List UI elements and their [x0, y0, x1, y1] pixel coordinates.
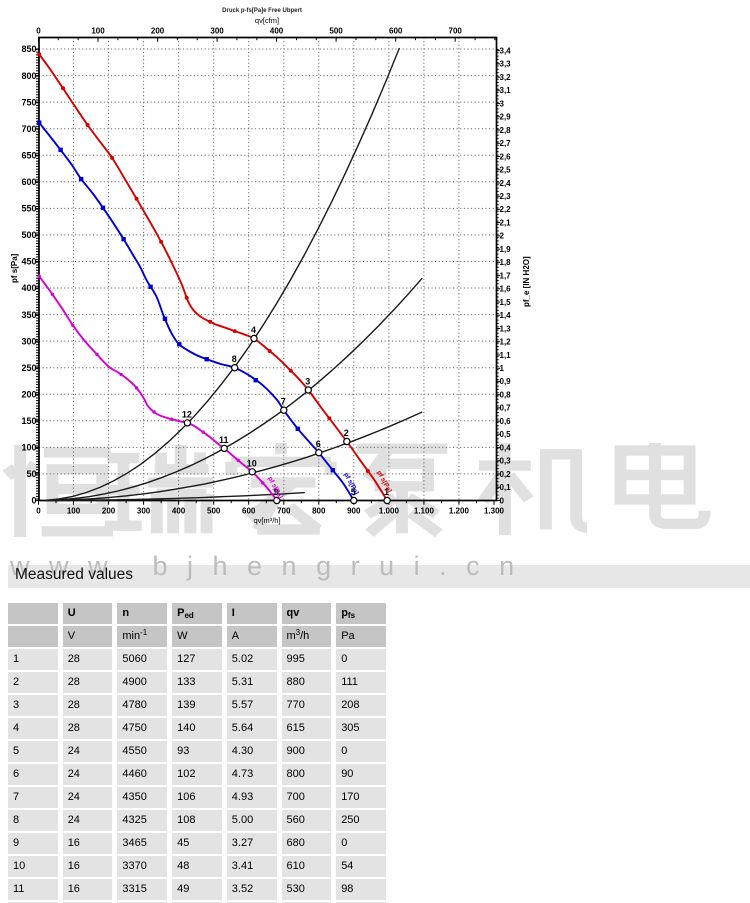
- svg-text:2,3: 2,3: [500, 192, 512, 201]
- svg-text:3,3: 3,3: [500, 60, 512, 69]
- svg-text:0,4: 0,4: [500, 443, 512, 452]
- svg-text:0,6: 0,6: [500, 417, 512, 426]
- svg-text:8: 8: [232, 354, 237, 364]
- svg-text:0: 0: [36, 507, 41, 516]
- svg-text:1.300: 1.300: [484, 507, 505, 516]
- svg-text:500: 500: [21, 230, 36, 240]
- svg-text:800: 800: [312, 507, 326, 516]
- svg-text:0,2: 0,2: [500, 470, 512, 479]
- svg-text:1,3: 1,3: [500, 324, 512, 333]
- svg-text:300: 300: [210, 27, 224, 36]
- svg-text:700: 700: [21, 124, 36, 134]
- svg-text:3,1: 3,1: [500, 86, 512, 95]
- svg-text:600: 600: [242, 507, 256, 516]
- svg-text:2,1: 2,1: [500, 218, 512, 227]
- svg-text:Druck p-fs[Pa]e Free Ubpert: Druck p-fs[Pa]e Free Ubpert: [222, 8, 302, 14]
- svg-text:10: 10: [247, 458, 257, 468]
- svg-text:0: 0: [31, 496, 36, 506]
- svg-text:qv[cfm]: qv[cfm]: [255, 16, 279, 25]
- svg-text:0,7: 0,7: [500, 404, 512, 413]
- svg-text:1,5: 1,5: [500, 298, 512, 307]
- svg-text:2,2: 2,2: [500, 205, 512, 214]
- svg-text:1: 1: [384, 487, 389, 497]
- svg-text:0,8: 0,8: [500, 391, 512, 400]
- svg-text:pf_e [IN H2O]: pf_e [IN H2O]: [522, 256, 531, 307]
- svg-text:4: 4: [251, 325, 256, 335]
- svg-text:750: 750: [21, 97, 36, 107]
- svg-text:12: 12: [182, 409, 192, 419]
- svg-text:200: 200: [151, 27, 165, 36]
- svg-text:2: 2: [500, 232, 505, 241]
- svg-text:3,4: 3,4: [500, 46, 512, 55]
- svg-text:350: 350: [21, 310, 36, 320]
- svg-text:2,6: 2,6: [500, 152, 512, 161]
- svg-text:0: 0: [36, 27, 41, 36]
- svg-text:11: 11: [219, 435, 229, 445]
- svg-text:550: 550: [21, 204, 36, 214]
- svg-text:qv[m³/h]: qv[m³/h]: [253, 516, 280, 525]
- svg-text:1,1: 1,1: [500, 351, 512, 360]
- svg-text:700: 700: [449, 27, 463, 36]
- svg-text:300: 300: [21, 336, 36, 346]
- svg-text:100: 100: [91, 27, 105, 36]
- svg-text:400: 400: [21, 283, 36, 293]
- svg-text:400: 400: [172, 507, 186, 516]
- svg-text:800: 800: [21, 71, 36, 81]
- svg-text:2,7: 2,7: [500, 139, 512, 148]
- svg-text:450: 450: [21, 257, 36, 267]
- svg-text:0,3: 0,3: [500, 457, 512, 466]
- svg-text:100: 100: [21, 443, 36, 453]
- svg-text:0,1: 0,1: [500, 483, 512, 492]
- svg-text:200: 200: [21, 390, 36, 400]
- svg-text:3: 3: [500, 99, 505, 108]
- svg-text:2,5: 2,5: [500, 166, 512, 175]
- svg-text:50: 50: [26, 469, 36, 479]
- svg-text:0: 0: [500, 496, 505, 505]
- svg-text:1: 1: [500, 364, 505, 373]
- svg-text:500: 500: [329, 27, 343, 36]
- svg-text:3,2: 3,2: [500, 73, 512, 82]
- svg-text:2,8: 2,8: [500, 126, 512, 135]
- svg-text:2: 2: [344, 428, 349, 438]
- svg-text:7: 7: [281, 397, 286, 407]
- svg-text:6: 6: [316, 439, 321, 449]
- svg-text:2,4: 2,4: [500, 179, 512, 188]
- svg-text:0,5: 0,5: [500, 430, 512, 439]
- svg-text:1.000: 1.000: [379, 507, 400, 516]
- svg-text:1,4: 1,4: [500, 311, 512, 320]
- svg-text:250: 250: [21, 363, 36, 373]
- svg-text:850: 850: [21, 44, 36, 54]
- svg-text:0,9: 0,9: [500, 377, 512, 386]
- svg-text:3: 3: [305, 377, 310, 387]
- svg-text:700: 700: [277, 507, 291, 516]
- svg-text:150: 150: [21, 416, 36, 426]
- svg-text:9: 9: [274, 487, 279, 497]
- svg-text:650: 650: [21, 150, 36, 160]
- svg-text:5: 5: [351, 487, 356, 497]
- svg-text:pf s[Pa]: pf s[Pa]: [10, 253, 19, 283]
- svg-text:1,7: 1,7: [500, 271, 512, 280]
- svg-text:600: 600: [21, 177, 36, 187]
- svg-text:1,2: 1,2: [500, 338, 512, 347]
- svg-text:300: 300: [137, 507, 151, 516]
- svg-text:2,9: 2,9: [500, 113, 512, 122]
- svg-text:1.100: 1.100: [414, 507, 435, 516]
- svg-text:1.200: 1.200: [449, 507, 470, 516]
- svg-text:900: 900: [347, 507, 361, 516]
- svg-text:500: 500: [207, 507, 221, 516]
- svg-text:1,9: 1,9: [500, 245, 512, 254]
- svg-text:1,8: 1,8: [500, 258, 512, 267]
- svg-text:200: 200: [102, 507, 116, 516]
- svg-text:600: 600: [389, 27, 403, 36]
- svg-text:100: 100: [67, 507, 81, 516]
- svg-text:1,6: 1,6: [500, 285, 512, 294]
- svg-text:400: 400: [270, 27, 284, 36]
